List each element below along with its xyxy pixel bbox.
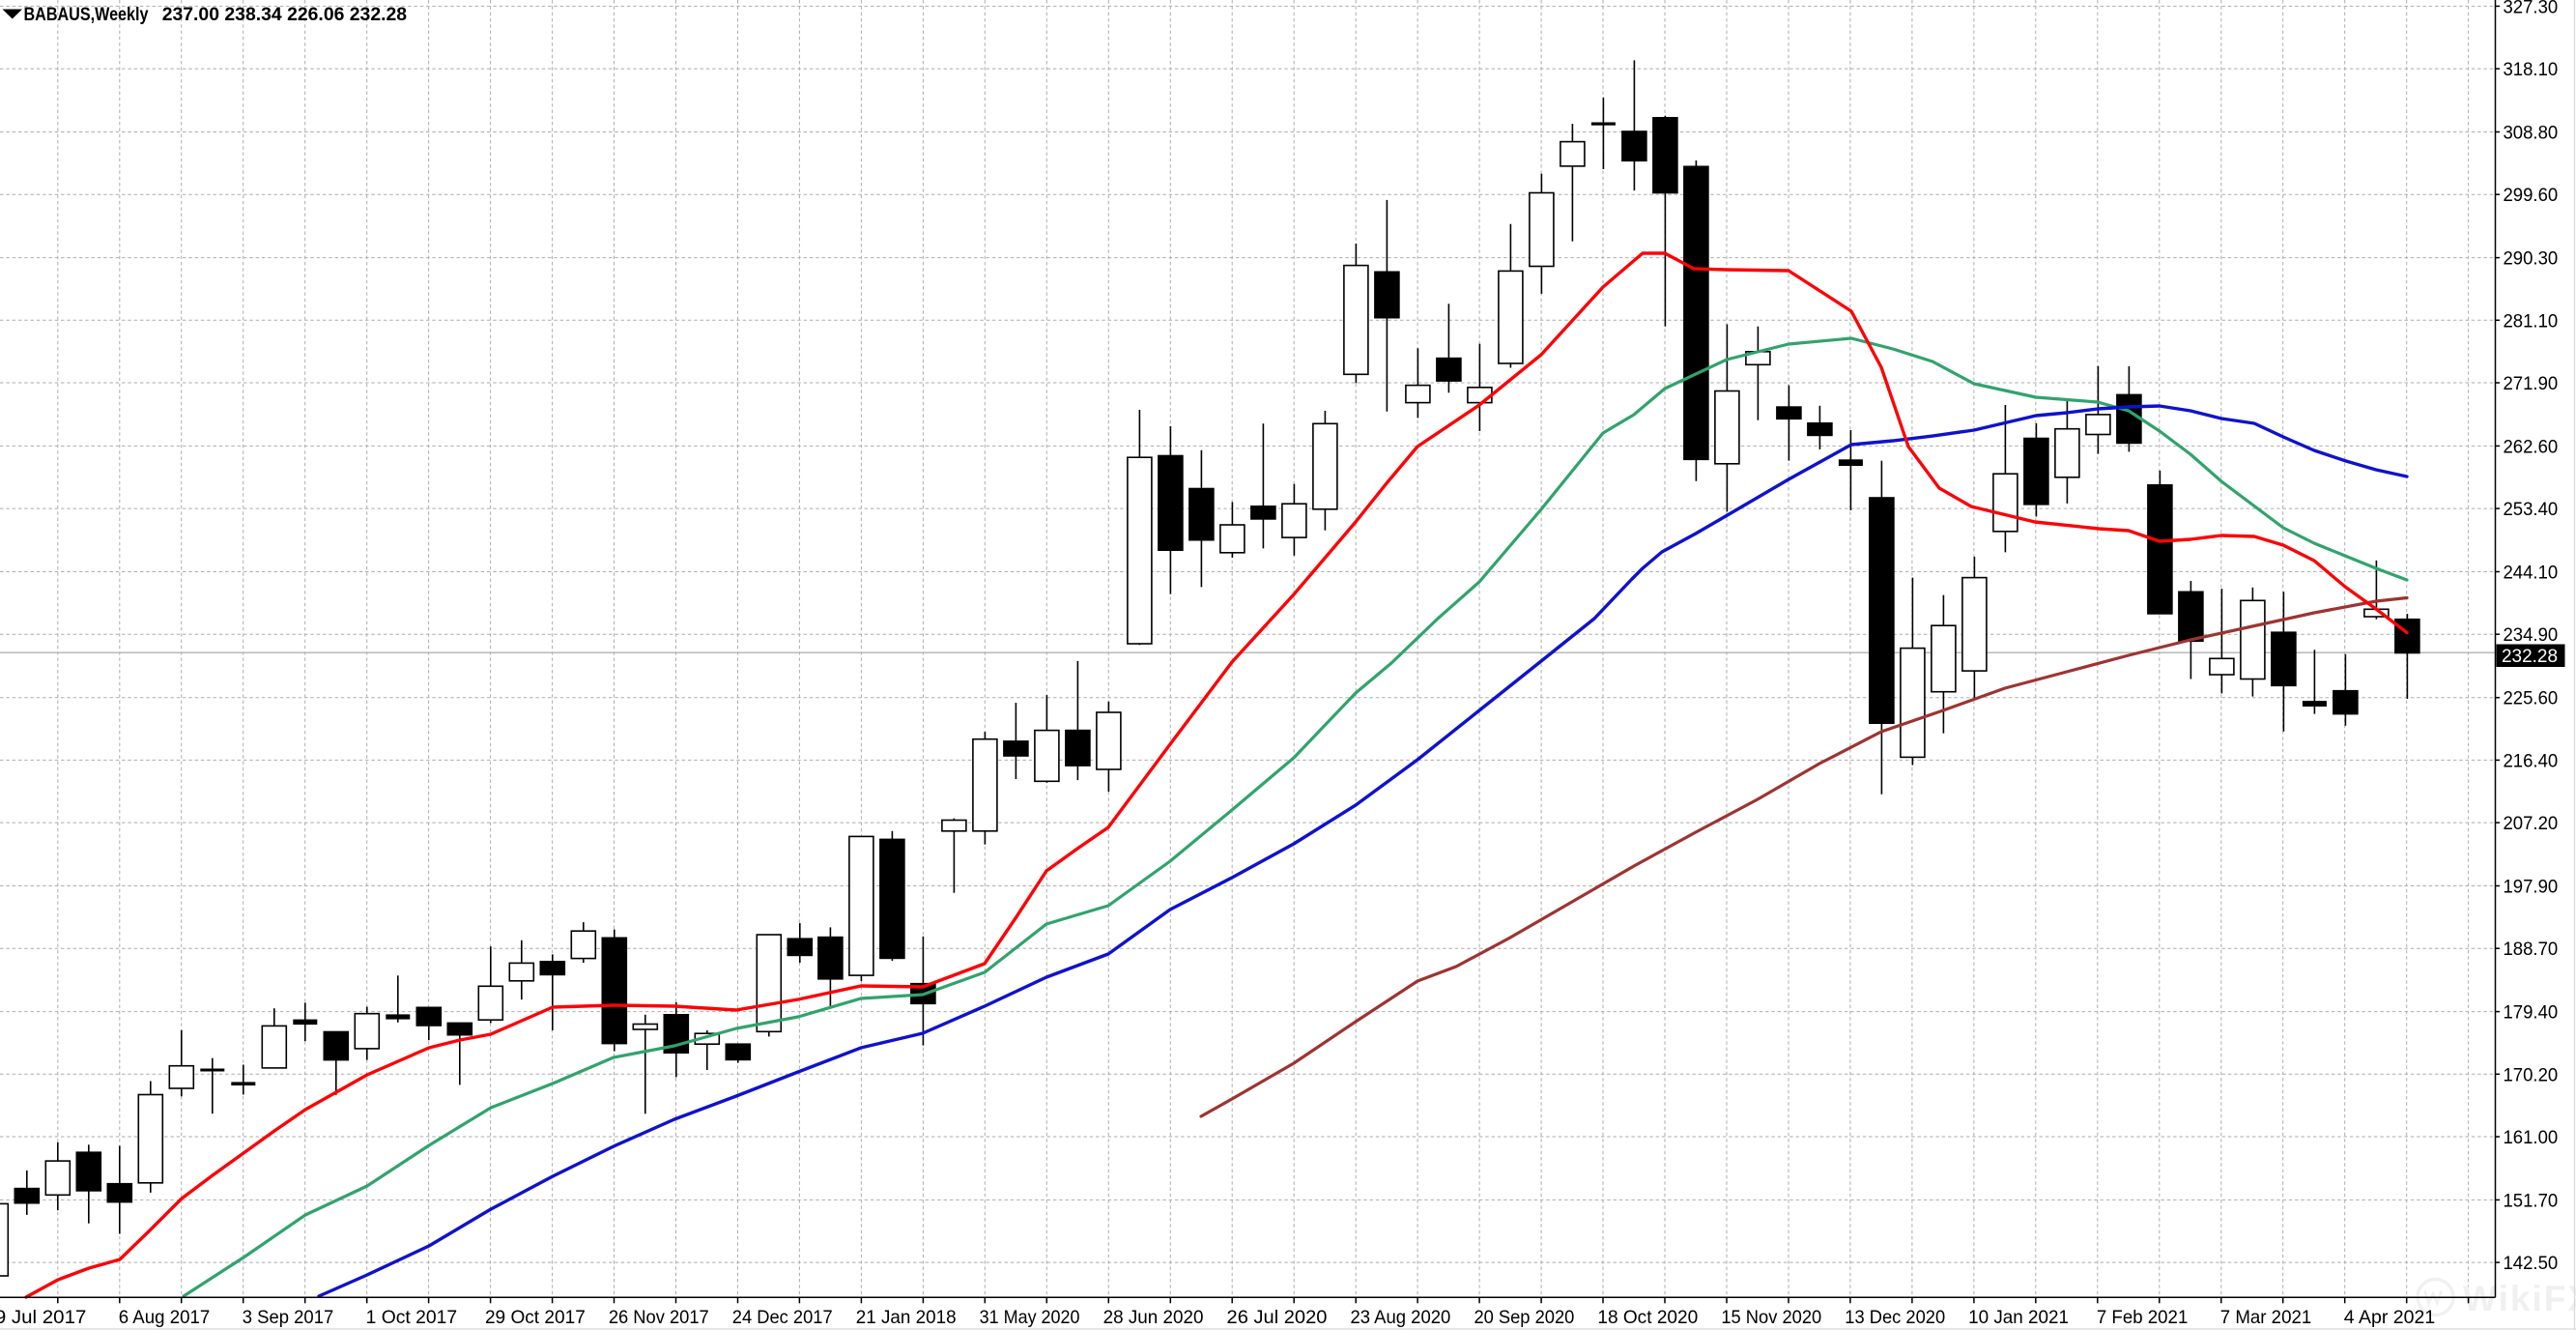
svg-text:188.70: 188.70 bbox=[2504, 939, 2559, 960]
svg-text:9 Jul 2017: 9 Jul 2017 bbox=[0, 1307, 86, 1328]
svg-text:197.90: 197.90 bbox=[2504, 877, 2559, 898]
svg-text:BABAUS,Weekly: BABAUS,Weekly bbox=[24, 4, 149, 25]
svg-text:24 Dec 2017: 24 Dec 2017 bbox=[732, 1307, 833, 1328]
svg-text:4 Apr 2021: 4 Apr 2021 bbox=[2344, 1307, 2436, 1328]
svg-text:161.00: 161.00 bbox=[2504, 1127, 2559, 1148]
svg-text:327.30: 327.30 bbox=[2504, 0, 2559, 17]
svg-text:142.50: 142.50 bbox=[2504, 1253, 2559, 1274]
svg-text:10 Jan 2021: 10 Jan 2021 bbox=[1968, 1307, 2069, 1328]
svg-text:13 Dec 2020: 13 Dec 2020 bbox=[1845, 1307, 1945, 1328]
svg-text:26 Nov 2017: 26 Nov 2017 bbox=[609, 1307, 709, 1328]
svg-text:20 Sep 2020: 20 Sep 2020 bbox=[1474, 1307, 1574, 1328]
svg-text:237.00 238.34 226.06 232.28: 237.00 238.34 226.06 232.28 bbox=[162, 4, 408, 25]
svg-text:170.20: 170.20 bbox=[2504, 1064, 2559, 1085]
svg-text:179.40: 179.40 bbox=[2504, 1002, 2559, 1024]
svg-text:28 Jun 2020: 28 Jun 2020 bbox=[1103, 1307, 1204, 1328]
svg-text:262.60: 262.60 bbox=[2504, 436, 2559, 457]
svg-text:3 Sep 2017: 3 Sep 2017 bbox=[243, 1307, 334, 1328]
svg-text:21 Jan 2018: 21 Jan 2018 bbox=[856, 1307, 957, 1328]
svg-text:281.10: 281.10 bbox=[2504, 310, 2559, 332]
svg-text:207.20: 207.20 bbox=[2504, 813, 2559, 834]
svg-text:318.10: 318.10 bbox=[2504, 59, 2559, 80]
svg-text:23 Aug 2020: 23 Aug 2020 bbox=[1350, 1307, 1450, 1328]
svg-text:26 Jul 2020: 26 Jul 2020 bbox=[1227, 1307, 1328, 1328]
svg-text:290.30: 290.30 bbox=[2504, 248, 2559, 270]
svg-text:299.60: 299.60 bbox=[2504, 185, 2559, 206]
svg-text:225.60: 225.60 bbox=[2504, 688, 2559, 709]
svg-text:234.90: 234.90 bbox=[2504, 624, 2559, 646]
svg-text:151.70: 151.70 bbox=[2504, 1190, 2559, 1211]
svg-text:1 Oct 2017: 1 Oct 2017 bbox=[366, 1307, 458, 1328]
svg-text:15 Nov 2020: 15 Nov 2020 bbox=[1721, 1307, 1821, 1328]
svg-text:6 Aug 2017: 6 Aug 2017 bbox=[119, 1307, 211, 1328]
svg-text:WikiFX: WikiFX bbox=[2463, 1279, 2576, 1318]
svg-text:7 Feb 2021: 7 Feb 2021 bbox=[2097, 1307, 2189, 1328]
svg-text:253.40: 253.40 bbox=[2504, 499, 2559, 520]
svg-text:308.80: 308.80 bbox=[2504, 123, 2559, 144]
svg-text:18 Oct 2020: 18 Oct 2020 bbox=[1597, 1307, 1698, 1328]
svg-text:244.10: 244.10 bbox=[2504, 563, 2559, 584]
svg-text:216.40: 216.40 bbox=[2504, 750, 2559, 771]
svg-text:271.90: 271.90 bbox=[2504, 373, 2559, 394]
svg-text:29 Oct 2017: 29 Oct 2017 bbox=[485, 1307, 586, 1328]
svg-text:7 Mar 2021: 7 Mar 2021 bbox=[2220, 1307, 2312, 1328]
svg-text:31 May 2020: 31 May 2020 bbox=[980, 1307, 1080, 1328]
svg-text:232.28: 232.28 bbox=[2502, 646, 2558, 667]
